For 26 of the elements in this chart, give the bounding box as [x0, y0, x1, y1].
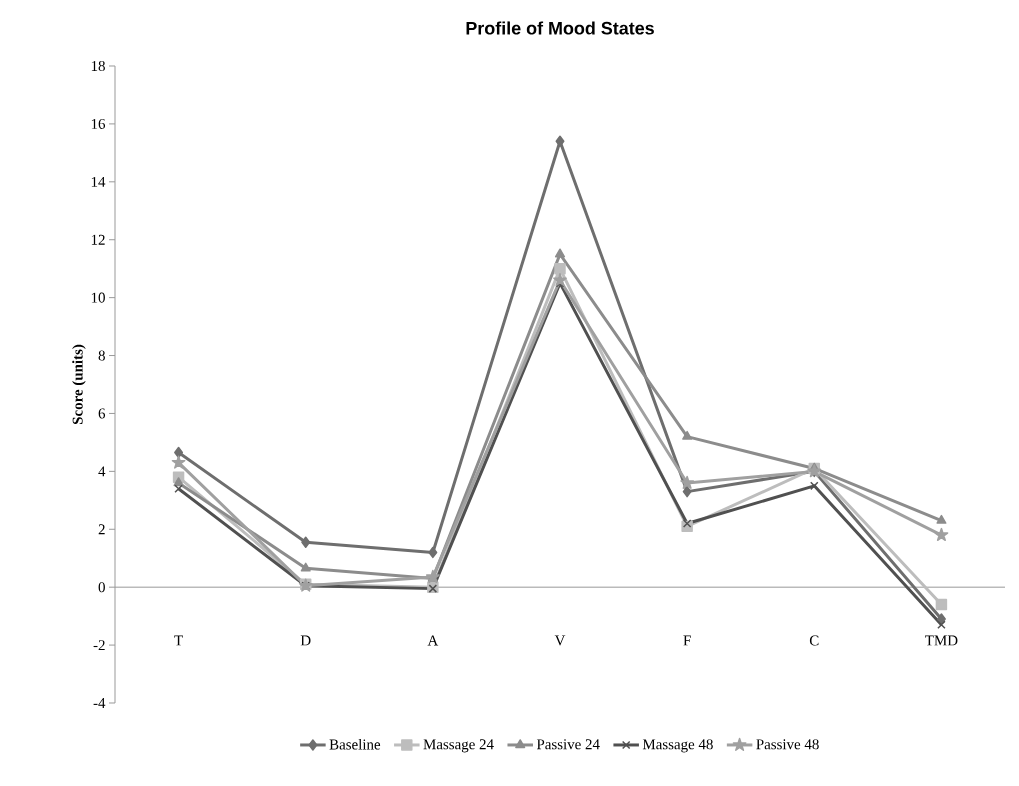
legend-label: Baseline [329, 739, 381, 750]
x-tick-label: D [300, 635, 311, 646]
x-tick-label: TMD [925, 635, 958, 646]
legend-label: Passive 48 [756, 739, 819, 750]
y-tick-label: 14 [91, 176, 106, 187]
y-tick-label: 0 [98, 582, 105, 593]
y-tick-label: 18 [91, 60, 105, 72]
x-tick-label: T [174, 635, 183, 646]
legend-label: Massage 48 [642, 739, 713, 753]
legend-label: Massage 24 [423, 739, 494, 753]
y-tick-label: 16 [91, 118, 106, 129]
x-tick-label: C [809, 635, 819, 646]
y-tick-label: 10 [91, 292, 105, 303]
x-tick-label: A [427, 635, 439, 646]
x-tick-label: F [683, 635, 691, 646]
y-tick-label: -4 [93, 698, 106, 708]
legend-label: Passive 24 [536, 739, 600, 750]
y-tick-label: 2 [98, 524, 105, 535]
y-tick-label: -2 [93, 640, 105, 651]
x-tick-label: V [554, 635, 566, 646]
y-tick-label: 6 [98, 408, 106, 419]
chart-title: Profile of Mood States [466, 21, 654, 35]
y-axis-title: Score (units) [72, 344, 86, 425]
y-tick-label: 8 [98, 350, 105, 361]
y-tick-label: 12 [91, 234, 105, 245]
y-tick-label: 4 [98, 466, 106, 477]
